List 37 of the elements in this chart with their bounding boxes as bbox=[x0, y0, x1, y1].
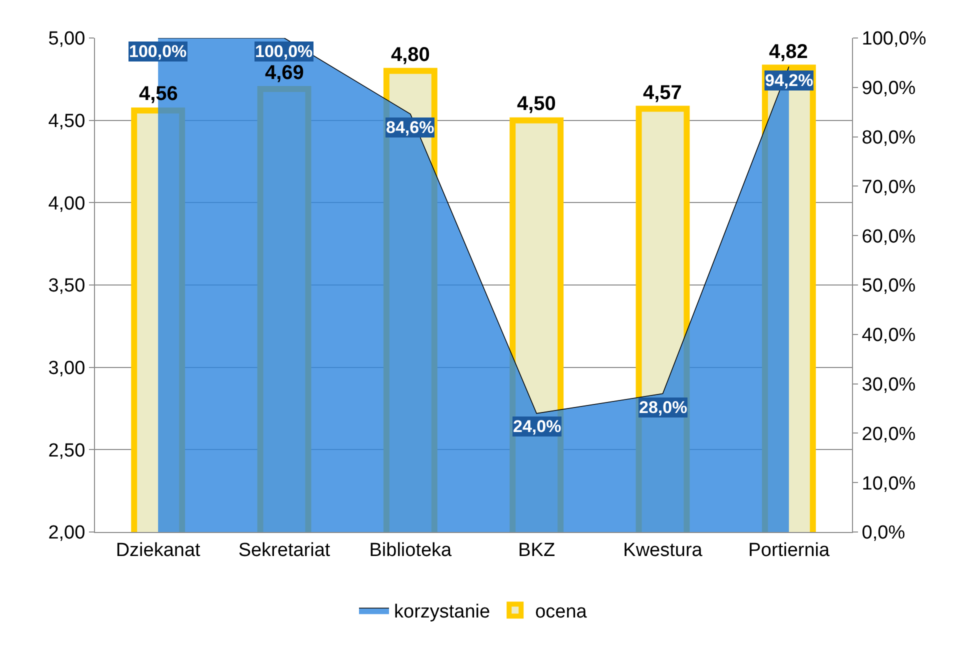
y2-tick-label: 20,0% bbox=[862, 424, 916, 445]
data-label: 4,50 bbox=[517, 93, 556, 115]
y2-tick-label: 10,0% bbox=[862, 473, 916, 494]
y2-tick-label: 90,0% bbox=[862, 78, 916, 100]
legend-label: ocena bbox=[535, 602, 588, 623]
y2-tick-label: 0,0% bbox=[862, 522, 906, 544]
y2-tick-label: 60,0% bbox=[862, 226, 916, 248]
y2-tick-label: 50,0% bbox=[862, 276, 916, 297]
y2-tick-label: 100,0% bbox=[862, 28, 926, 50]
data-label: 4,69 bbox=[265, 62, 304, 84]
data-label: 94,2% bbox=[765, 71, 814, 90]
data-label: 4,57 bbox=[643, 82, 682, 104]
legend-label: korzystanie bbox=[394, 602, 490, 623]
y2-tick-label: 70,0% bbox=[862, 176, 916, 198]
y-tick-label: 5,00 bbox=[48, 28, 86, 50]
y-tick-label: 4,00 bbox=[48, 193, 86, 214]
x-tick-label: Dziekanat bbox=[116, 540, 202, 561]
y2-tick-label: 80,0% bbox=[862, 127, 916, 148]
data-label: 100,0% bbox=[129, 42, 187, 61]
y-tick-label: 3,00 bbox=[48, 358, 86, 379]
data-label: 24,0% bbox=[513, 417, 562, 436]
y2-tick-label: 40,0% bbox=[862, 325, 916, 346]
data-label: 84,6% bbox=[386, 118, 434, 137]
data-label: 28,0% bbox=[639, 398, 688, 417]
x-tick-label: Kwestura bbox=[623, 540, 703, 561]
data-label: 100,0% bbox=[255, 42, 313, 61]
y2-tick-label: 30,0% bbox=[862, 374, 916, 396]
y-tick-label: 2,00 bbox=[48, 522, 86, 544]
x-tick-label: Biblioteka bbox=[369, 540, 452, 561]
data-label: 4,82 bbox=[769, 41, 808, 63]
x-tick-label: Portiernia bbox=[748, 540, 830, 561]
data-label: 4,80 bbox=[391, 44, 430, 66]
y-tick-label: 4,50 bbox=[48, 110, 86, 132]
y-tick-label: 3,50 bbox=[48, 276, 86, 297]
y-tick-label: 2,50 bbox=[48, 440, 86, 462]
x-tick-label: Sekretariat bbox=[238, 540, 331, 561]
x-tick-label: BKZ bbox=[518, 540, 556, 561]
